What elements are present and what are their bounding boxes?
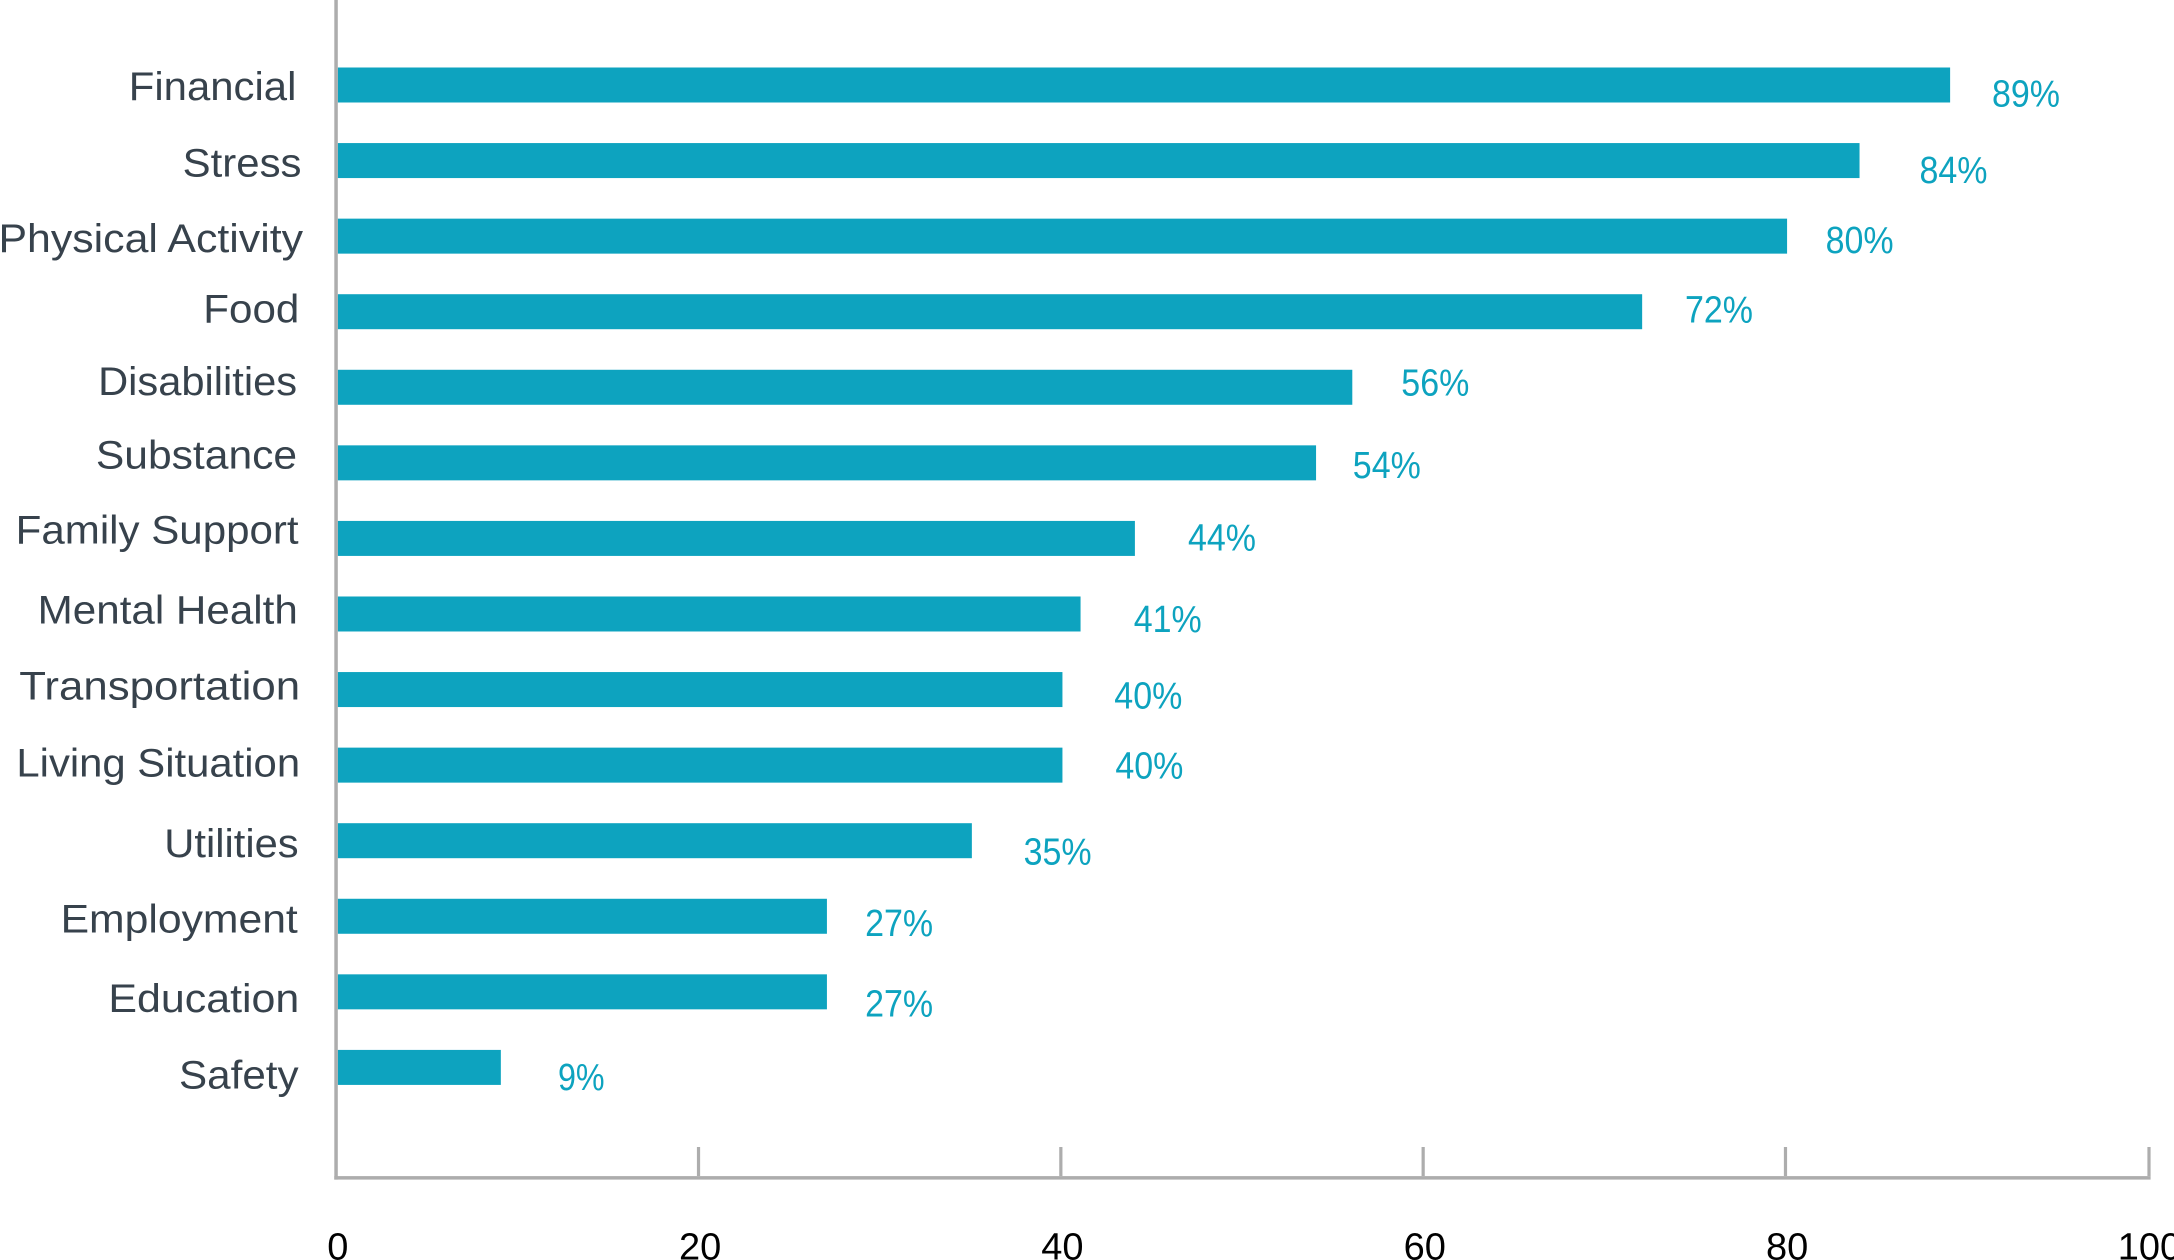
svg-text:41%: 41% bbox=[1134, 599, 1202, 641]
svg-text:27%: 27% bbox=[865, 903, 933, 945]
svg-text:100: 100 bbox=[2118, 1227, 2174, 1260]
svg-text:84%: 84% bbox=[1920, 150, 1988, 192]
svg-text:Utilities: Utilities bbox=[164, 822, 298, 866]
svg-text:27%: 27% bbox=[865, 983, 933, 1025]
svg-text:40%: 40% bbox=[1115, 746, 1183, 788]
svg-text:44%: 44% bbox=[1188, 518, 1256, 560]
svg-text:Living Situation: Living Situation bbox=[16, 742, 300, 786]
svg-text:Employment: Employment bbox=[61, 898, 298, 942]
svg-text:Safety: Safety bbox=[179, 1053, 299, 1097]
svg-text:89%: 89% bbox=[1992, 73, 2060, 115]
svg-text:Food: Food bbox=[203, 288, 299, 332]
svg-text:40: 40 bbox=[1041, 1227, 1083, 1260]
svg-text:Disabilities: Disabilities bbox=[98, 360, 297, 404]
svg-text:Mental Health: Mental Health bbox=[38, 589, 298, 633]
svg-text:80%: 80% bbox=[1826, 220, 1894, 262]
svg-text:Family Support: Family Support bbox=[16, 509, 299, 553]
svg-text:40%: 40% bbox=[1114, 676, 1182, 718]
svg-text:Substance: Substance bbox=[96, 434, 297, 478]
svg-text:0: 0 bbox=[327, 1227, 348, 1260]
svg-text:60: 60 bbox=[1404, 1227, 1446, 1260]
svg-text:9%: 9% bbox=[558, 1057, 605, 1099]
svg-text:72%: 72% bbox=[1685, 290, 1753, 332]
svg-text:Education: Education bbox=[108, 977, 299, 1021]
svg-text:56%: 56% bbox=[1401, 363, 1469, 405]
svg-text:80: 80 bbox=[1766, 1227, 1808, 1260]
svg-text:Stress: Stress bbox=[183, 141, 302, 185]
svg-text:Transportation: Transportation bbox=[19, 665, 300, 709]
svg-text:Physical Activity: Physical Activity bbox=[0, 217, 303, 261]
svg-text:54%: 54% bbox=[1353, 445, 1421, 487]
svg-text:Financial: Financial bbox=[129, 65, 297, 109]
svg-text:20: 20 bbox=[679, 1227, 721, 1260]
svg-text:35%: 35% bbox=[1024, 831, 1092, 873]
